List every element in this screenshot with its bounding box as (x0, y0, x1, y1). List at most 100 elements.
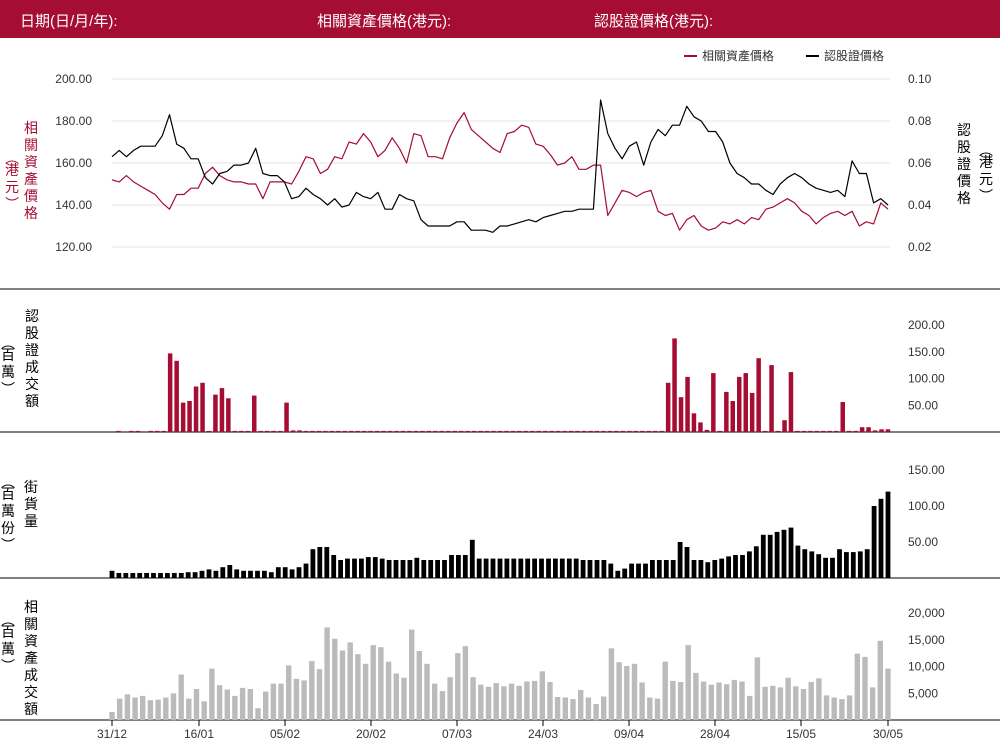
underlying-turnover-bar (800, 689, 807, 720)
warrant-turnover-bar (303, 430, 309, 432)
outstanding-bar (587, 560, 593, 578)
outstanding-bar (546, 558, 551, 578)
svg-text:街: 街 (24, 479, 38, 495)
warrant-turnover-bar (594, 430, 600, 432)
outstanding-bar (400, 560, 406, 578)
warrant-turnover-bar (458, 430, 464, 432)
warrant-turnover-bar (381, 430, 386, 432)
outstanding-bar (615, 570, 621, 578)
underlying-turnover-bar (531, 680, 538, 720)
warrant-turnover-bar (711, 373, 716, 432)
outstanding-bar (532, 558, 537, 578)
outstanding-bar (303, 563, 309, 578)
warrant-turnover-bar (659, 430, 664, 432)
underlying-turnover-bar (347, 642, 353, 720)
underlying-turnover-bar (209, 668, 215, 720)
outstanding-bar (109, 570, 115, 578)
underlying-turnover-y-tick: 15,000 (908, 633, 945, 647)
underlying-turnover-bar (693, 672, 699, 720)
warrant-turnover-bar (685, 376, 690, 432)
warrant-turnover-bar (652, 430, 658, 432)
outstanding-bar (421, 560, 427, 578)
x-tick-label: 28/04 (700, 727, 730, 741)
outstanding-bar (497, 558, 503, 578)
outstanding-bar (310, 549, 316, 578)
warrant-turnover-bar (226, 398, 231, 432)
outstanding-bar (171, 573, 177, 578)
price-y-tick-right: 0.10 (908, 72, 932, 86)
warrant-turnover-bar (704, 429, 710, 432)
outstanding-bar (608, 563, 614, 578)
price-y-tick-right: 0.08 (908, 114, 932, 128)
underlying-turnover-y-unit: ︵百萬︶ (1, 612, 15, 674)
svg-text:認: 認 (957, 122, 971, 138)
outstanding-y-title: 街貨量 (24, 479, 38, 529)
svg-text:成: 成 (24, 667, 38, 683)
underlying-turnover-bar (823, 695, 830, 720)
outstanding-bar (456, 555, 461, 578)
underlying-turnover-bar (186, 698, 192, 720)
warrant-turnover-bar (219, 388, 225, 432)
underlying-turnover-bar (869, 687, 876, 720)
warrant-turnover-bar (323, 430, 328, 432)
outstanding-bar (788, 527, 794, 578)
outstanding-bar (365, 557, 371, 578)
price-y-tick-left: 180.00 (55, 114, 92, 128)
underlying-turnover-bar (493, 683, 499, 720)
warrant-turnover-bar (724, 391, 729, 432)
warrant-turnover-bar (691, 413, 697, 432)
outstanding-bar (830, 557, 835, 578)
outstanding-bar (372, 557, 378, 578)
svg-text:資: 資 (24, 154, 38, 170)
underlying-turnover-bar (432, 683, 438, 720)
svg-text:價: 價 (957, 173, 971, 189)
svg-text:︶: ︶ (1, 658, 15, 674)
underlying-turnover-bar (616, 662, 622, 720)
svg-text:額: 額 (24, 701, 38, 717)
underlying-turnover-bar (846, 695, 853, 720)
warrant-turnover-bar (349, 430, 354, 432)
underlying-turnover-bar (831, 697, 837, 720)
svg-text:股: 股 (25, 325, 39, 341)
warrant-price-line (111, 99, 889, 233)
underlying-turnover-bar (877, 640, 883, 720)
warrant-turnover-bar (316, 430, 322, 432)
underlying-turnover-bar (193, 689, 200, 720)
warrant-turnover-bar (665, 382, 671, 432)
warrant-turnover-bar (129, 430, 134, 432)
underlying-turnover-bar (316, 669, 323, 720)
outstanding-bar (650, 560, 655, 578)
underlying-turnover-bar (854, 653, 860, 720)
svg-text:百: 百 (1, 624, 15, 640)
outstanding-bar (469, 539, 475, 578)
warrant-turnover-y-tick: 150.00 (908, 345, 945, 359)
underlying-turnover-bar (270, 683, 277, 720)
warrant-turnover-bar (264, 430, 270, 432)
underlying-turnover-bar (263, 691, 269, 720)
outstanding-bar (850, 552, 856, 578)
outstanding-bar (206, 569, 212, 578)
warrant-turnover-y-tick: 50.00 (908, 398, 938, 412)
underlying-turnover-bar (147, 700, 154, 720)
underlying-turnover-bar (716, 682, 722, 720)
outstanding-bar (386, 560, 392, 578)
warrant-turnover-bar (795, 430, 800, 432)
warrant-turnover-bar (167, 353, 173, 432)
outstanding-y-tick: 150.00 (908, 463, 945, 477)
outstanding-bar (282, 567, 288, 578)
x-tick-label: 24/03 (528, 727, 558, 741)
outstanding-bar (144, 573, 149, 578)
x-tick-label: 07/03 (442, 727, 472, 741)
svg-text:證: 證 (957, 156, 971, 172)
warrant-turnover-bar (446, 430, 451, 432)
warrant-turnover-bar (801, 430, 807, 432)
outstanding-bar (857, 551, 863, 578)
svg-text:證: 證 (25, 342, 39, 358)
underlying-turnover-bar (478, 684, 484, 720)
svg-text:相: 相 (24, 599, 38, 615)
warrant-turnover-bar (252, 395, 257, 432)
underlying-turnover-bar (639, 682, 645, 720)
outstanding-bar (622, 568, 628, 578)
warrant-turnover-bar (478, 430, 483, 432)
underlying-turnover-y-tick: 10,000 (908, 660, 945, 674)
